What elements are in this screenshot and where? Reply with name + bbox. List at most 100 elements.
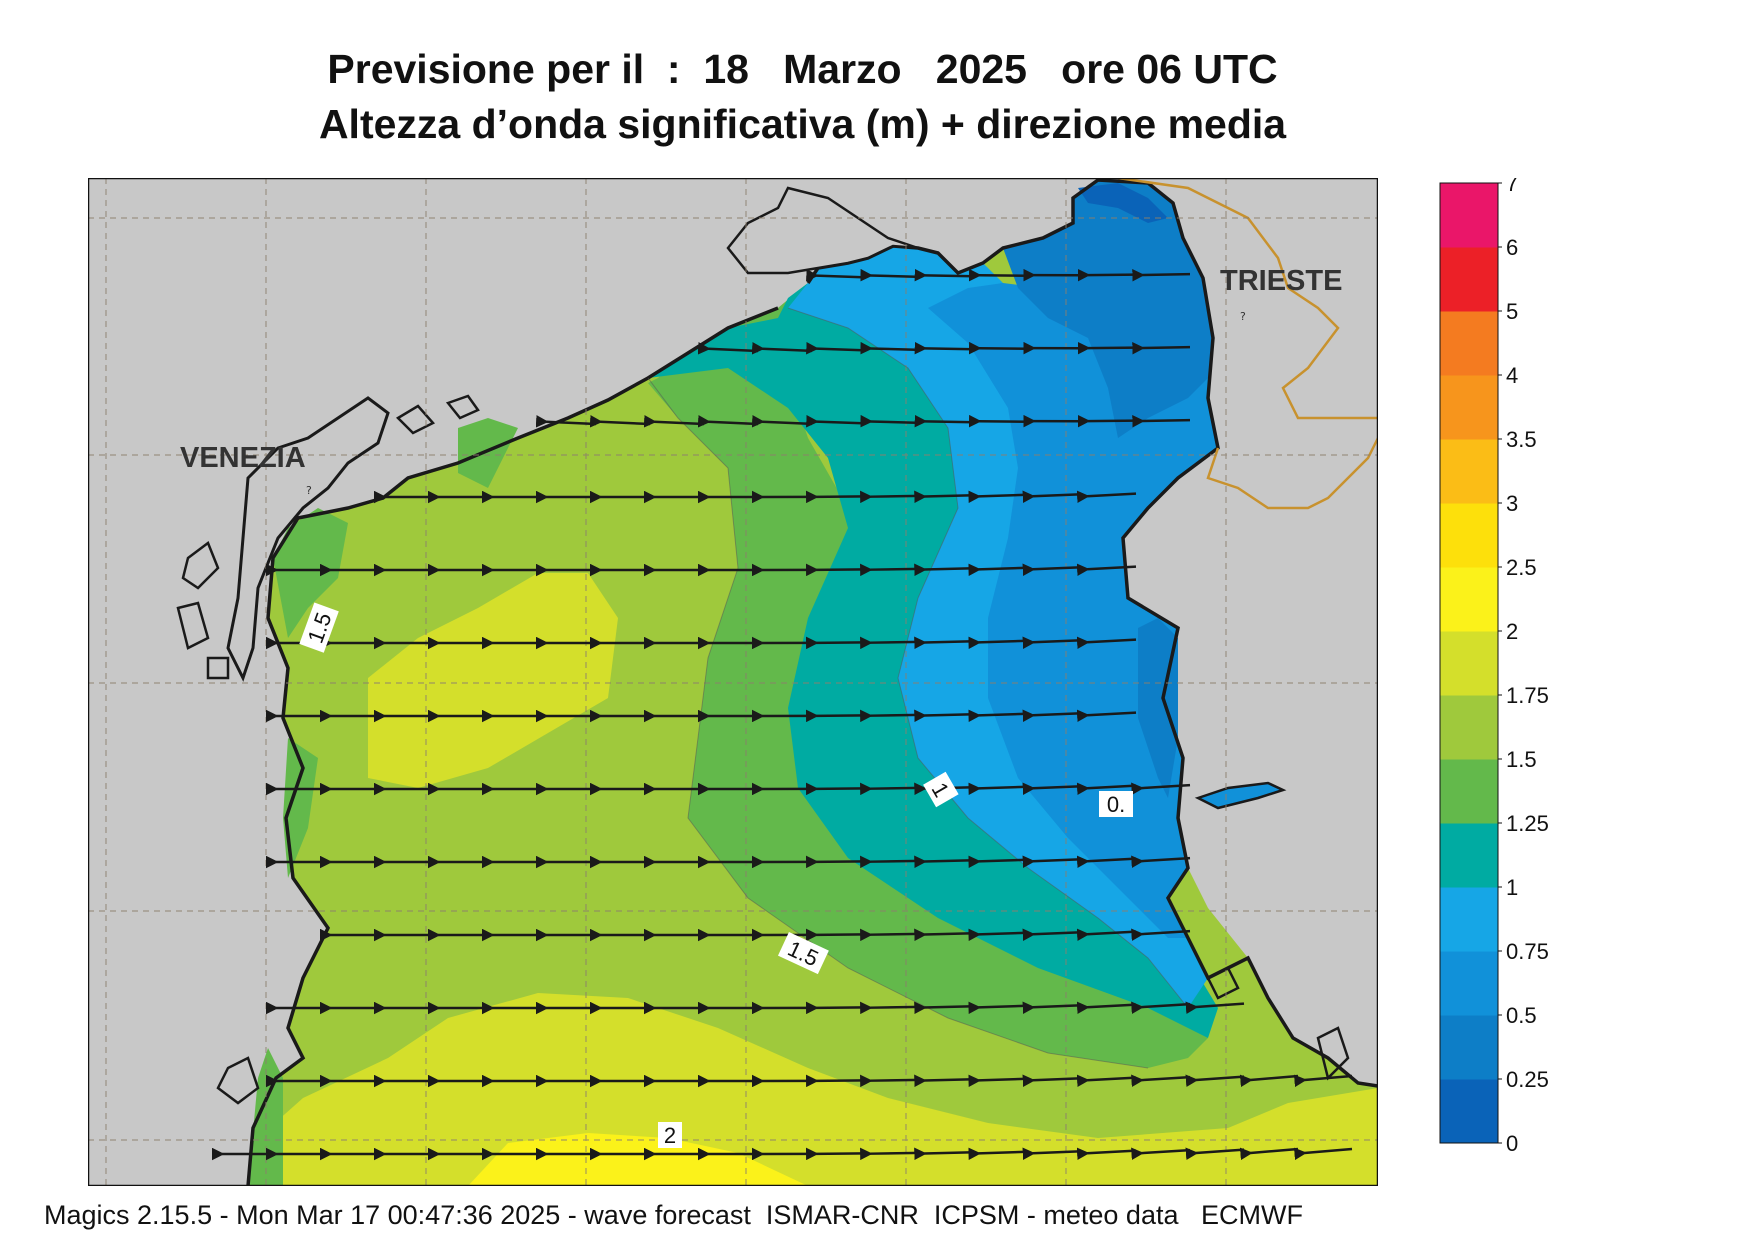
wave-direction-arrow (806, 341, 867, 355)
wave-zone-000 (1078, 183, 1168, 223)
wave-direction-arrow (1185, 1001, 1245, 1015)
wave-direction-arrows (212, 268, 1353, 1161)
wave-direction-arrow (806, 414, 867, 428)
national-border (1117, 178, 1378, 510)
svg-text:0.: 0. (1107, 792, 1125, 817)
wave-direction-arrow (1131, 782, 1191, 795)
wave-direction-arrow (968, 1147, 1029, 1161)
colorbar-swatch (1440, 311, 1498, 376)
place-label-trieste: TRIESTE (1220, 265, 1342, 297)
wave-direction-arrow (860, 855, 921, 869)
wave-direction-arrow (968, 341, 1029, 355)
colorbar-tick-label: 1.5 (1506, 747, 1537, 772)
wave-direction-arrow (968, 414, 1029, 428)
wave-direction-arrow (535, 415, 597, 428)
wave-direction-arrow (860, 709, 921, 723)
footer-credits: Magics 2.15.5 - Mon Mar 17 00:47:36 2025… (44, 1200, 1303, 1230)
wave-direction-arrow (1022, 928, 1083, 941)
wave-direction-arrow (1076, 1074, 1137, 1087)
colorbar-swatch (1440, 887, 1498, 952)
wave-direction-arrow (968, 636, 1029, 650)
colorbar-swatch (1440, 247, 1498, 312)
lagoon-islands (176, 394, 480, 680)
colorbar-swatch (1440, 183, 1498, 248)
wave-direction-arrow (1185, 1074, 1245, 1088)
wave-zone-125-west2 (283, 738, 318, 878)
wave-direction-arrow (914, 1001, 975, 1015)
wave-direction-arrow (860, 1147, 921, 1161)
contour-label-istria: 0. (1099, 791, 1133, 817)
wave-direction-arrow (1076, 1001, 1137, 1014)
wave-direction-arrow (914, 636, 975, 650)
wave-direction-arrow (1131, 1074, 1191, 1087)
coastline-west (246, 306, 779, 1186)
wave-height-map: 1.5 1 0. 1.5 2 VENEZIA TRIESTE ? ? (88, 178, 1378, 1186)
wave-direction-arrow (914, 1147, 975, 1161)
wave-direction-arrow (968, 928, 1029, 942)
wave-direction-arrow (751, 415, 813, 428)
colorbar-swatch (1440, 503, 1498, 568)
istria-inlet (1194, 781, 1287, 810)
wave-direction-arrow (968, 1001, 1029, 1015)
wave-direction-arrow (968, 1074, 1029, 1088)
wave-direction-arrow (914, 268, 975, 282)
colorbar-tick-label: 1 (1506, 875, 1518, 900)
wave-direction-arrow (968, 782, 1029, 796)
wave-direction-arrow (860, 563, 921, 577)
wave-direction-arrow (1076, 928, 1137, 941)
colorbar-tick-label: 5 (1506, 299, 1518, 324)
wave-direction-arrow (914, 414, 975, 428)
colorbar-tick-label: 4 (1506, 363, 1518, 388)
contour-lines (647, 307, 1189, 1069)
city-marker-venezia: ? (306, 484, 312, 497)
wave-direction-arrow (1239, 1147, 1299, 1161)
wave-direction-arrow (1132, 341, 1191, 355)
wave-direction-arrow (1076, 636, 1137, 649)
wave-direction-arrow (860, 636, 921, 650)
wave-direction-arrow (860, 928, 921, 942)
wave-direction-arrow (697, 415, 759, 428)
contour-label-south: 2 (658, 1122, 682, 1148)
wave-direction-arrow (1132, 414, 1191, 428)
city-marker-trieste: ? (1240, 310, 1246, 323)
colorbar-tick-label: 3 (1506, 491, 1518, 516)
north-coast-lagoons (726, 186, 919, 275)
wave-direction-arrow (1076, 855, 1137, 868)
wave-direction-arrow (589, 415, 651, 428)
wave-direction-arrow (914, 563, 975, 577)
map-title-line2: Altezza d’onda significativa (m) + direz… (318, 101, 1287, 147)
wave-direction-arrow (1022, 782, 1083, 795)
wave-direction-arrow (1185, 1147, 1245, 1161)
wave-zone-025-east (1138, 618, 1178, 798)
colorbar-tick-label: 3.5 (1506, 427, 1537, 452)
colorbar-tick-label: 0.25 (1506, 1067, 1549, 1092)
colorbar-swatch (1440, 951, 1498, 1016)
colorbar: 0 0.25 0.5 0.75 1 1.25 1.5 1.75 2 2.5 3 3.5 4 5 6 7 (1439, 178, 1549, 1156)
wave-direction-arrow (1131, 1147, 1191, 1160)
wave-direction-arrow (968, 490, 1029, 504)
wave-direction-arrow (914, 341, 975, 355)
wave-direction-arrow (1022, 709, 1083, 722)
wave-direction-arrow (643, 415, 705, 428)
place-label-venezia: VENEZIA (180, 442, 306, 474)
wave-direction-arrow (1293, 1147, 1353, 1161)
wave-direction-arrow (1022, 636, 1083, 649)
colorbar-tick-label: 2.5 (1506, 555, 1537, 580)
colorbar-swatch (1440, 695, 1498, 760)
colorbar-swatch (1440, 631, 1498, 696)
wave-direction-arrow (860, 1074, 921, 1088)
colorbar-tick-label: 6 (1506, 235, 1518, 260)
wave-direction-arrow (1022, 855, 1083, 868)
wave-direction-arrow (1076, 709, 1137, 722)
colorbar-tick-label: 1.25 (1506, 811, 1549, 836)
wave-direction-arrow (1132, 268, 1191, 282)
colorbar-frame (1439, 182, 1499, 1144)
wave-zone-125 (648, 283, 1208, 1068)
wave-direction-arrow (751, 342, 813, 355)
colorbar-swatch (1440, 823, 1498, 888)
wave-direction-arrow (914, 855, 975, 869)
wave-zone-125-cape (458, 418, 518, 488)
wave-direction-arrow (1076, 563, 1137, 576)
colorbar-swatch (1440, 759, 1498, 824)
wave-direction-arrow (914, 1074, 975, 1088)
